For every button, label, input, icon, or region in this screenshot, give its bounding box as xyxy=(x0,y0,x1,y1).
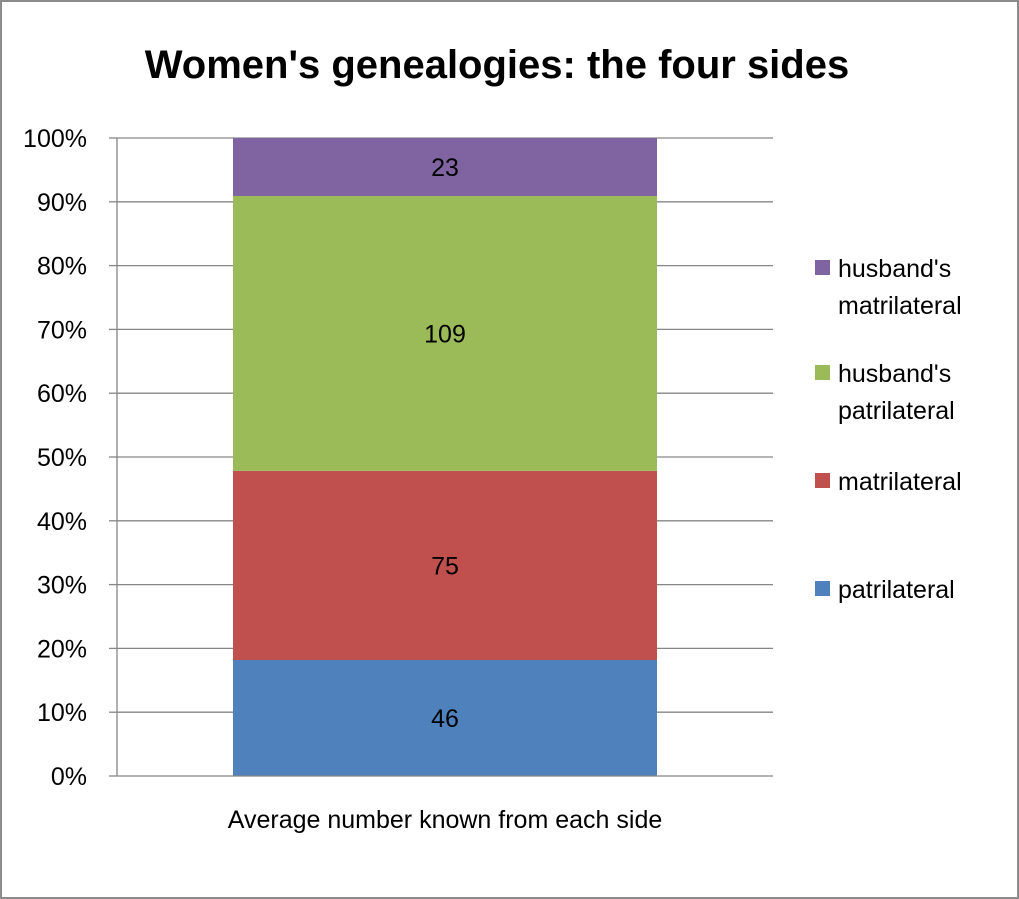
x-axis-category-label: Average number known from each side xyxy=(228,806,663,834)
y-tick-label: 20% xyxy=(37,635,87,663)
legend-item: husband's patrilateral xyxy=(815,360,955,425)
legend-swatch xyxy=(815,473,830,488)
legend-item: patrilateral xyxy=(815,576,955,604)
bar-segment-husband-s-matrilateral xyxy=(233,138,657,196)
legend-swatch xyxy=(815,260,830,275)
y-tick-label: 60% xyxy=(37,380,87,408)
data-label-matrilateral: 75 xyxy=(431,552,459,580)
legend-label: husband's xyxy=(838,255,951,283)
chart-title: Women's genealogies: the four sides xyxy=(145,43,849,87)
legend-label: matrilateral xyxy=(838,292,962,320)
y-tick-label: 80% xyxy=(37,253,87,281)
y-tick-label: 50% xyxy=(37,444,87,472)
data-label-husband-s-matrilateral: 23 xyxy=(431,154,459,182)
y-tick-label: 70% xyxy=(37,316,87,344)
legend-item: matrilateral xyxy=(815,468,962,496)
axes xyxy=(116,138,773,777)
y-tick-label: 100% xyxy=(23,125,87,153)
bar-segments xyxy=(233,138,657,776)
legend-label: matrilateral xyxy=(838,468,962,496)
legend-label: patrilateral xyxy=(838,397,955,425)
legend-label: husband's xyxy=(838,360,951,388)
legend-label: patrilateral xyxy=(838,576,955,604)
y-tick-label: 10% xyxy=(37,699,87,727)
legend: husband's matrilateral husband's patrilater… xyxy=(815,255,962,604)
y-tick-label: 30% xyxy=(37,572,87,600)
legend-item: husband's matrilateral xyxy=(815,255,962,320)
bar-segment-matrilateral xyxy=(233,470,657,660)
y-axis-ticks: 0% 10% 20% 30% 40% 50% 60% 70% 80% 90% 100% xyxy=(23,125,117,791)
y-tick-label: 0% xyxy=(51,763,87,791)
y-tick-label: 90% xyxy=(37,189,87,217)
data-label-patrilateral: 46 xyxy=(431,705,459,733)
legend-swatch xyxy=(815,581,830,596)
bar-segment-husband-s-patrilateral xyxy=(233,196,657,471)
legend-swatch xyxy=(815,365,830,380)
data-label-husband-s-patrilateral: 109 xyxy=(424,320,466,348)
bar-segment-patrilateral xyxy=(233,660,657,776)
data-labels: 46 75 109 23 xyxy=(424,154,466,733)
y-tick-label: 40% xyxy=(37,508,87,536)
